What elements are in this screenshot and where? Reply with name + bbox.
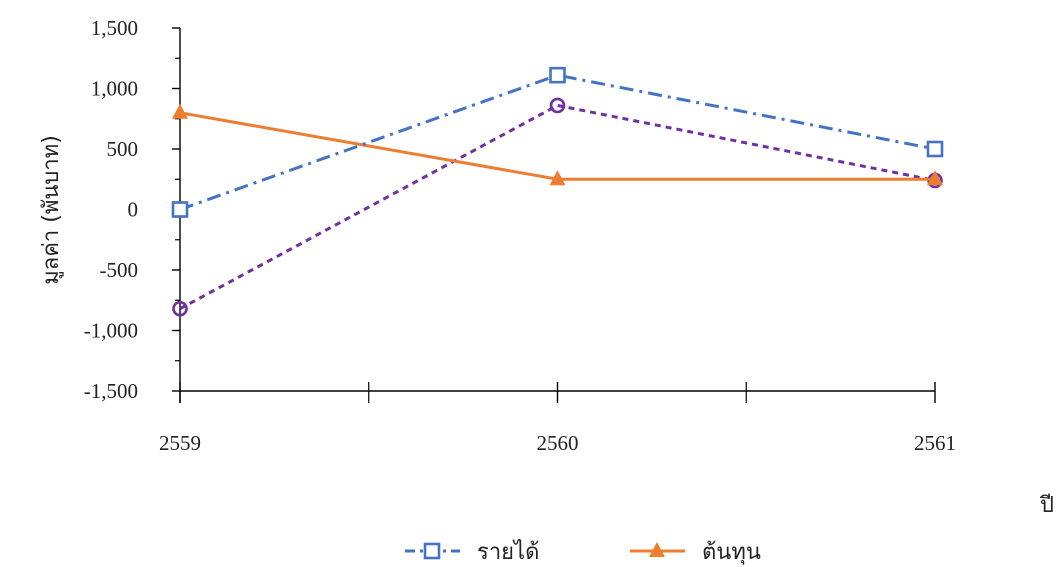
series-point <box>649 542 665 557</box>
y-tick-label: -1,500 <box>84 379 138 403</box>
series-point <box>926 140 944 158</box>
legend-label: รายได้ <box>477 539 539 565</box>
series-point <box>423 542 441 560</box>
series-point <box>549 66 566 84</box>
y-axis-title: มูลค่า (พันบาท) <box>39 135 64 285</box>
y-tick-label: 0 <box>128 198 139 222</box>
legend-label: ต้นทุน <box>702 540 761 565</box>
x-tick-label: 2561 <box>914 431 956 455</box>
series-2 <box>172 103 943 186</box>
x-axis-title: ปี <box>1039 493 1054 518</box>
series-point <box>549 170 566 186</box>
series-point <box>172 103 188 119</box>
series-point <box>171 201 189 218</box>
legend-item: รายได้ <box>405 539 539 565</box>
y-tick-label: 500 <box>107 137 139 161</box>
legend: รายได้ ต้นทุน <box>405 539 761 565</box>
y-tick-label: 1,500 <box>91 16 138 40</box>
series-point <box>172 300 188 317</box>
series-point <box>927 170 943 186</box>
series-line <box>179 103 936 311</box>
x-axis: 2559 2560 2561 <box>159 382 956 455</box>
x-tick-label: 2559 <box>159 431 201 455</box>
series-point <box>549 97 566 114</box>
y-axis: 1,500 1,000 500 0 -500 -1,000 -1,500 <box>84 16 181 403</box>
y-tick-label: -500 <box>100 258 139 282</box>
legend-item: ต้นทุน <box>630 540 761 565</box>
series-1 <box>171 66 944 218</box>
plot-series <box>171 66 944 317</box>
series-line <box>179 73 936 211</box>
y-tick-label: 1,000 <box>91 77 138 101</box>
y-tick-label: -1,000 <box>84 319 138 343</box>
x-tick-label: 2560 <box>537 431 579 455</box>
